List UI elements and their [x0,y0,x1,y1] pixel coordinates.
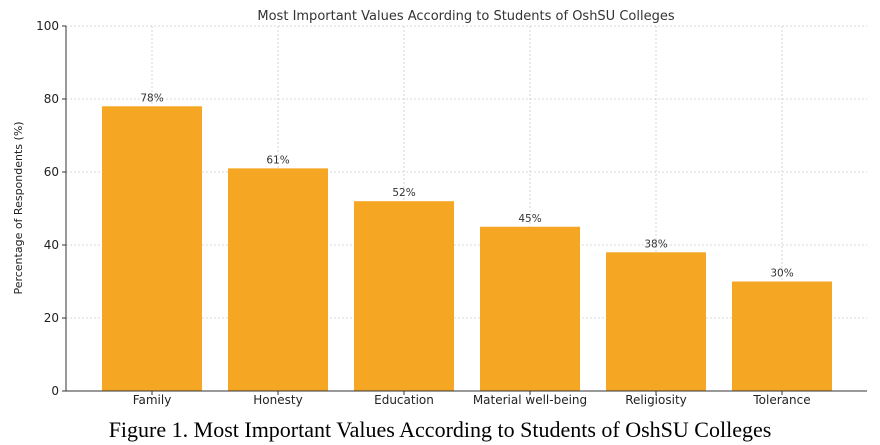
bars [102,106,832,392]
bar-family [102,106,202,392]
y-ticks: 0 20 40 60 80 100 [36,19,66,398]
bar-education [354,201,454,391]
chart-title: Most Important Values According to Stude… [257,9,674,24]
x-tick-label: Honesty [253,393,302,407]
y-tick-label: 0 [51,384,59,398]
y-tick-label: 40 [44,238,59,252]
x-tick-label: Education [374,393,434,407]
data-label: 30% [770,268,793,280]
bar-chart: 0 20 40 60 80 100 Family Honesty Education Mater… [12,9,867,407]
y-tick-label: 80 [44,92,59,106]
figure-caption: Figure 1. Most Important Values Accordin… [108,417,772,442]
data-label: 61% [266,154,289,166]
x-tick-labels: Family Honesty Education Material well-bein… [133,391,811,407]
data-label: 38% [644,238,667,250]
bar-tolerance [732,281,832,391]
x-tick-label: Religiosity [625,393,687,407]
y-tick-label: 100 [36,19,59,33]
axes [65,26,867,392]
x-tick-label: Family [133,393,172,407]
bar-religiosity [606,252,706,391]
data-labels: 78% 61% 52% 45% 38% 30% [140,92,793,279]
x-tick-label: Material well-being [473,393,587,407]
y-tick-label: 20 [44,311,59,325]
y-tick-label: 60 [44,165,59,179]
bar-honesty [228,168,328,391]
bar-material-well-being [480,226,580,391]
y-axis-label: Percentage of Respondents (%) [12,121,25,294]
data-label: 78% [140,92,163,104]
x-tick-label: Tolerance [752,393,810,407]
data-label: 45% [518,213,541,225]
data-label: 52% [392,187,415,199]
